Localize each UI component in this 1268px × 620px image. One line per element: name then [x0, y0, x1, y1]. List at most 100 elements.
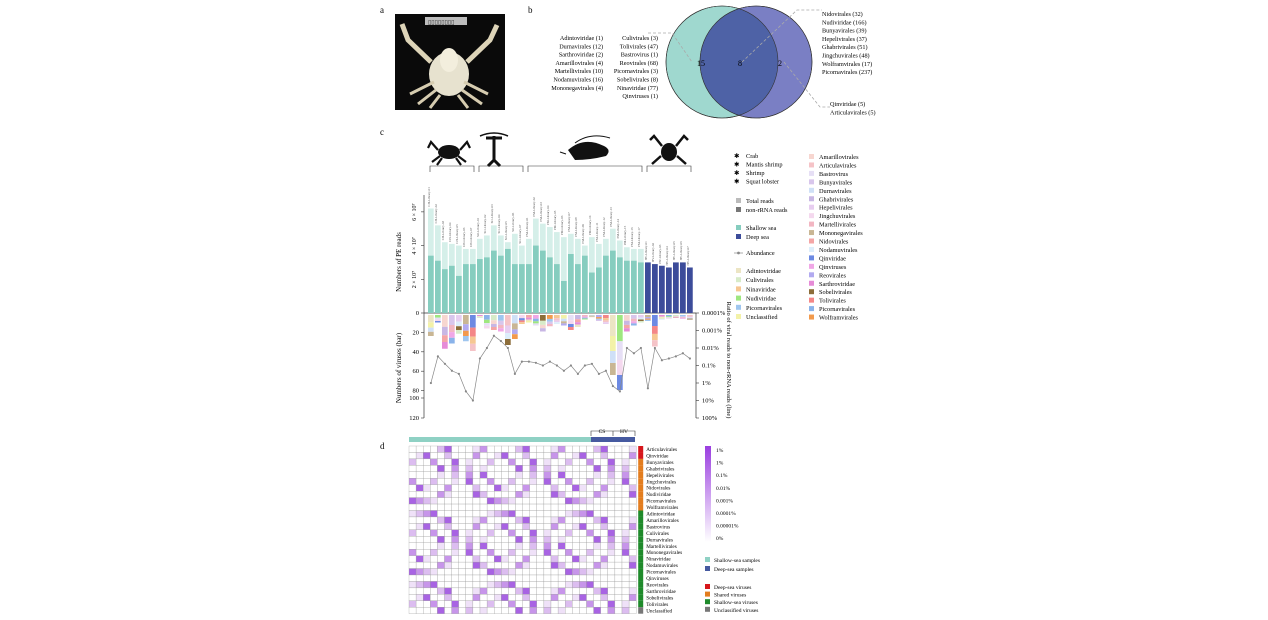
virus-count-segment [554, 318, 560, 321]
heatmap-cell [600, 574, 608, 582]
virus-count-segment [631, 321, 637, 324]
heatmap-cell [536, 600, 545, 608]
heatmap-cell [614, 594, 623, 601]
heatmap-group-label: CS [599, 429, 606, 435]
heatmap-row-label: Hepelivirales [646, 473, 674, 479]
heatmap-cell [423, 503, 431, 511]
heatmap-cell [508, 542, 516, 550]
heatmap-cell [600, 587, 608, 595]
heatmap-cell [543, 536, 552, 543]
heatmap-cell [458, 594, 466, 601]
heatmap-cell [550, 536, 559, 543]
virus-count-segment [568, 320, 574, 324]
heatmap-cell [494, 581, 502, 589]
heatmap-cell [529, 523, 537, 531]
heatmap-cell [600, 458, 608, 466]
heatmap-cell [415, 542, 424, 550]
heatmap-cell [586, 465, 594, 472]
heatmap-cell [614, 478, 623, 485]
y-tick-label: 0 [416, 310, 419, 317]
heatmap-cell [486, 523, 495, 531]
abundance-line [430, 335, 691, 402]
library-label: CH-Library-01 [427, 187, 431, 207]
legend-virus: Mononegavirales [819, 230, 863, 237]
heatmap-cell [536, 529, 545, 537]
heatmap-cell [408, 536, 417, 543]
heatmap-cell [486, 503, 495, 511]
heatmap-cell [494, 587, 502, 595]
legend-virus: Articulavirales [819, 162, 857, 169]
heatmap-cell [621, 490, 630, 498]
heatmap-cell [522, 516, 530, 524]
heatmap-cell [458, 490, 466, 498]
heatmap-cell [486, 445, 495, 453]
non-rrna-reads-bar [491, 250, 497, 313]
heatmap-row-group [638, 568, 644, 575]
heatmap-cell [565, 587, 573, 595]
heatmap-cell [430, 561, 438, 569]
virus-count-segment [554, 320, 560, 323]
heatmap-cell [437, 445, 445, 453]
virus-count-segment [512, 334, 518, 339]
heatmap-cell [451, 587, 459, 595]
heatmap-cell [486, 510, 495, 518]
heatmap-cell [458, 510, 466, 518]
abundance-point [450, 369, 453, 372]
heatmap-cell [494, 445, 502, 453]
heatmap-cell [472, 523, 481, 531]
venn-middle-item: Picornavirales (3) [614, 68, 658, 75]
heatmap-cell [423, 452, 431, 460]
heatmap-cell [572, 516, 580, 524]
heatmap-cell [621, 523, 630, 531]
heatmap-cell [444, 594, 452, 601]
heatmap-cell [444, 536, 452, 543]
heatmap-cell [557, 587, 566, 595]
heatmap-cell [472, 445, 481, 453]
heatmap-cell [444, 471, 452, 479]
non-rrna-reads-bar [575, 264, 581, 313]
heatmap-cell [415, 452, 424, 460]
heatmap-row-group [638, 575, 644, 582]
heatmap-cell [565, 607, 573, 614]
heatmap-cell [572, 497, 580, 505]
y-tick-label-bottom: 60 [413, 368, 420, 375]
virus-count-segment [603, 315, 609, 319]
heatmap-scale-label: 0.001% [716, 498, 733, 504]
heatmap-cell [451, 523, 459, 531]
virus-count-segment [456, 315, 462, 322]
heatmap-cell [593, 523, 601, 531]
heatmap-cell [628, 607, 637, 614]
heatmap-cell [430, 555, 438, 563]
heatmap-cell [550, 561, 559, 569]
heatmap-row-group [638, 536, 644, 543]
heatmap-cell [415, 561, 424, 569]
virus-count-segment [442, 326, 448, 336]
heatmap-cell [529, 568, 537, 576]
heatmap-cell [501, 458, 509, 466]
legend-reads: non-rRNA reads [746, 207, 788, 214]
heatmap-cell [479, 529, 488, 537]
heatmap-cell [621, 587, 630, 595]
heatmap-cell [515, 607, 523, 614]
heatmap-cell [621, 465, 630, 472]
heatmap-cell [614, 458, 623, 466]
y-axis-label-bottom: Numbers of viruses (bar) [395, 332, 403, 403]
abundance-point [429, 381, 432, 385]
heatmap-cell [600, 503, 608, 511]
heatmap-cell [465, 568, 474, 576]
heatmap-cell [579, 561, 587, 569]
heatmap-cell [607, 452, 616, 460]
heatmap-cell [415, 503, 424, 511]
heatmap-cell [479, 465, 488, 472]
heatmap-cell [408, 452, 417, 460]
heatmap-cell [415, 490, 424, 498]
heatmap-cell [458, 574, 466, 582]
heatmap-cell [586, 497, 594, 505]
heatmap-cell [628, 503, 637, 511]
heatmap-cell [465, 549, 474, 556]
heatmap-cell [472, 516, 481, 524]
heatmap-cell [586, 510, 594, 518]
heatmap-cell [586, 478, 594, 485]
heatmap-cell [621, 471, 630, 479]
